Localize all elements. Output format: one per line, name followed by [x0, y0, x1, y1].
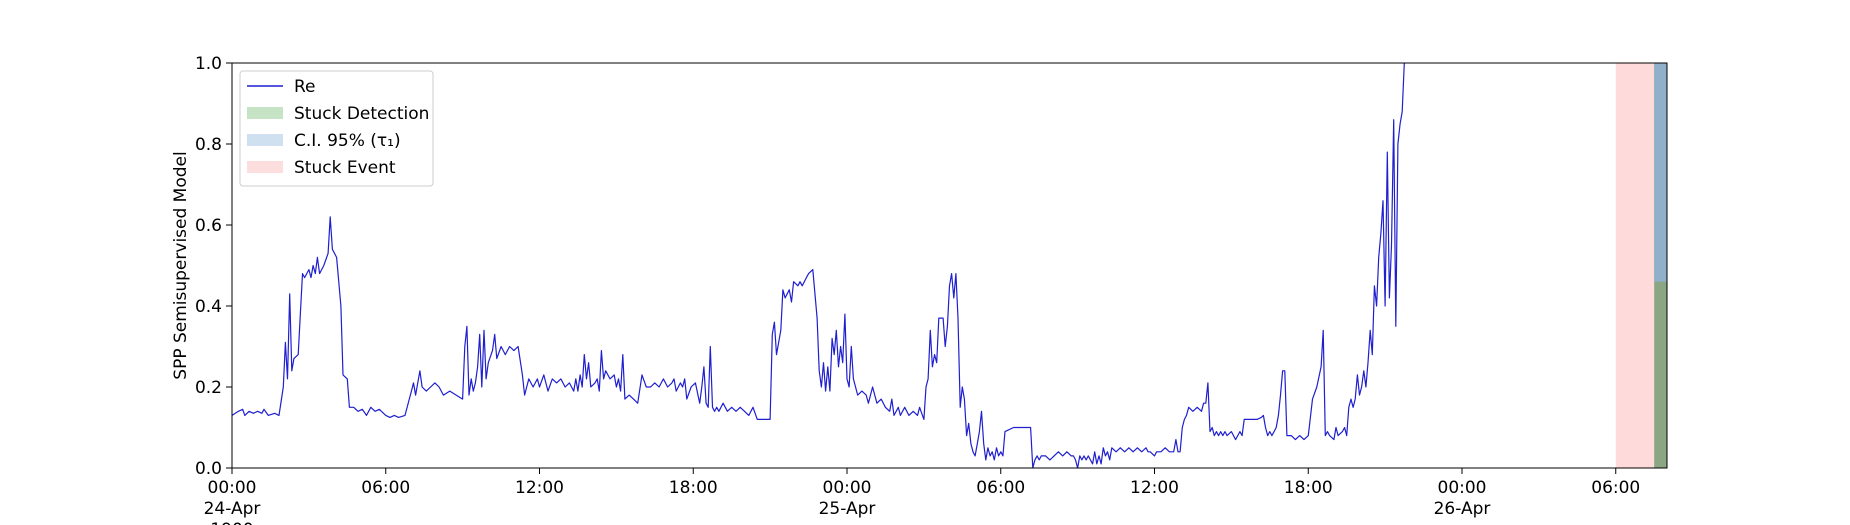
legend-swatch-patch — [247, 107, 283, 119]
y-tick-label: 0.8 — [195, 135, 222, 155]
x-tick-label: 12:00 — [515, 478, 564, 498]
x-tick-label: 00:00 — [823, 478, 872, 498]
x-tick-label: 06:00 — [976, 478, 1025, 498]
x-tick-label: 06:00 — [1591, 478, 1640, 498]
legend-swatch-patch — [247, 161, 283, 173]
x-axis: 00:0024-Apr190006:0012:0018:0000:0025-Ap… — [204, 468, 1640, 525]
series-lines — [231, 62, 1405, 469]
series-line-re — [231, 62, 1405, 469]
x-tick-date-label: 25-Apr — [819, 499, 876, 519]
x-tick-label: 18:00 — [1284, 478, 1333, 498]
x-tick-label: 18:00 — [669, 478, 718, 498]
y-tick-label: 0.4 — [195, 297, 222, 317]
legend: Re Stuck Detection C.I. 95% (τ₁) Stuck Even… — [239, 70, 434, 187]
legend-label: Re — [294, 77, 316, 97]
x-tick-label: 00:00 — [1438, 478, 1487, 498]
legend-label: Stuck Detection — [294, 104, 429, 124]
legend-label: C.I. 95% (τ₁) — [294, 131, 401, 151]
x-tick-year-label: 1900 — [210, 520, 253, 525]
y-axis-label: SPP Semisupervised Model — [171, 151, 191, 379]
legend-box — [239, 70, 434, 187]
x-tick-label: 00:00 — [208, 478, 257, 498]
y-tick-label: 0.2 — [195, 378, 222, 398]
y-tick-label: 0.6 — [195, 216, 222, 236]
span-c-i-95 — [1654, 63, 1667, 282]
y-tick-label: 1.0 — [195, 54, 222, 74]
y-tick-label: 0.0 — [195, 459, 222, 479]
x-tick-label: 12:00 — [1130, 478, 1179, 498]
x-tick-date-label: 26-Apr — [1434, 499, 1491, 519]
y-axis: 0.0 0.2 0.4 0.6 0.8 1.0 — [195, 54, 232, 479]
legend-swatch-patch — [247, 134, 283, 146]
plot-frame — [231, 62, 1668, 469]
x-tick-label: 06:00 — [361, 478, 410, 498]
x-tick-date-label: 24-Apr — [204, 499, 261, 519]
legend-label: Stuck Event — [294, 158, 396, 178]
highlight-spans — [1615, 63, 1667, 468]
